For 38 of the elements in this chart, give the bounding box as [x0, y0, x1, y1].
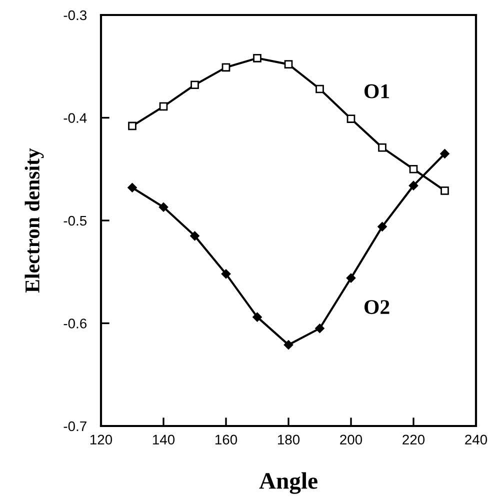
point: [158, 202, 168, 212]
point: [315, 324, 324, 334]
point: [440, 149, 450, 158]
point: [284, 340, 294, 350]
point: [190, 231, 200, 241]
x-tick-label: 160: [215, 434, 238, 445]
point: [378, 143, 386, 152]
point: [253, 54, 262, 62]
point: [316, 84, 324, 94]
y-tick-label: -0.4: [64, 113, 87, 123]
point: [378, 222, 387, 232]
point: [284, 60, 293, 68]
x-tick-label: 220: [402, 434, 425, 445]
point: [159, 102, 168, 111]
point: [252, 312, 262, 322]
point: [221, 269, 231, 279]
point: [128, 182, 137, 192]
point: [440, 186, 449, 195]
x-axis-title: Angle: [259, 472, 318, 494]
x-tick-label: 200: [340, 434, 362, 445]
y-axis-title: Electron density: [24, 148, 44, 293]
point: [346, 114, 356, 123]
point: [190, 80, 199, 90]
point: [408, 180, 418, 190]
x-tick-label: 240: [465, 434, 488, 445]
point: [409, 164, 418, 174]
series-label: O2: [364, 300, 390, 314]
x-tick-label: 120: [90, 434, 112, 445]
point: [128, 122, 136, 130]
point: [346, 273, 356, 283]
y-tick-label: -0.3: [64, 10, 87, 20]
series-label: O1: [364, 84, 390, 98]
x-tick-label: 140: [152, 434, 175, 445]
y-tick-label: -0.5: [64, 216, 87, 226]
y-tick-label: -0.7: [64, 421, 86, 432]
point: [222, 63, 230, 72]
x-tick-label: 180: [278, 434, 300, 445]
y-tick-label: -0.6: [64, 318, 87, 328]
